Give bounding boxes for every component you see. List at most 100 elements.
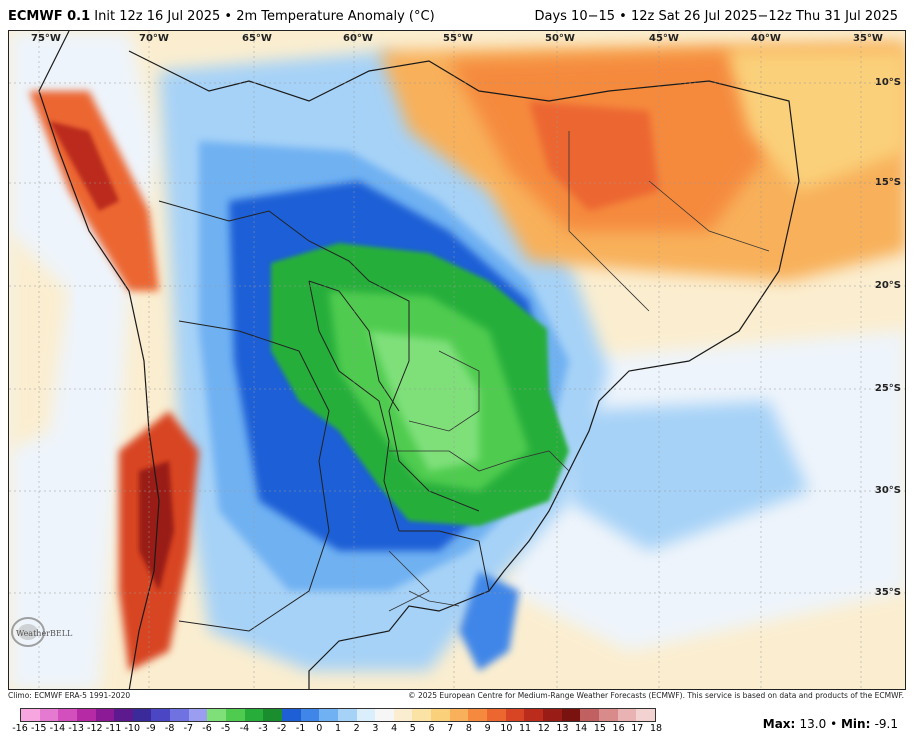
- lon-label-45w: 45°W: [649, 33, 679, 44]
- color-scale-tick: 9: [484, 723, 491, 734]
- color-scale: [20, 708, 656, 722]
- lon-label-65w: 65°W: [242, 33, 272, 44]
- lon-label-50w: 50°W: [545, 33, 575, 44]
- color-scale-tick: 11: [519, 723, 532, 734]
- lat-label-35s: 35°S: [874, 587, 901, 598]
- lon-label-75w: 75°W: [31, 33, 61, 44]
- color-swatch: [39, 709, 59, 721]
- max-label: Max: [762, 717, 791, 731]
- color-swatch: [21, 709, 40, 721]
- color-scale-tick: 17: [631, 723, 644, 734]
- color-swatch: [114, 709, 133, 721]
- color-scale-tick: -2: [277, 723, 287, 734]
- credits: Climo: ECMWF ERA-5 1991-2020 © 2025 Euro…: [0, 691, 914, 703]
- min-value: -9.1: [874, 717, 898, 731]
- color-scale-tick: -11: [105, 723, 122, 734]
- color-swatch: [375, 709, 394, 721]
- color-swatch: [207, 709, 227, 721]
- lon-label-35w: 35°W: [853, 33, 883, 44]
- color-swatch: [449, 709, 469, 721]
- lat-label-30s: 30°S: [874, 485, 901, 496]
- color-scale-tick: -8: [164, 723, 175, 734]
- color-swatch: [58, 709, 77, 721]
- field-name: 2m Temperature Anomaly (°C): [236, 9, 435, 24]
- color-swatch: [244, 709, 264, 721]
- color-scale-tick: -4: [239, 723, 250, 734]
- color-scale-tick: 18: [649, 723, 663, 734]
- lon-label-40w: 40°W: [751, 33, 781, 44]
- color-swatch: [226, 709, 245, 721]
- lat-label-15s: 15°S: [874, 177, 901, 188]
- init-time: Init 12z 16 Jul 2025: [94, 9, 221, 24]
- color-scale-tick: 5: [409, 723, 416, 734]
- lon-label-60w: 60°W: [343, 33, 373, 44]
- color-scale-tick: 14: [575, 723, 588, 734]
- map-graphic: [9, 31, 905, 689]
- anomaly-map: 75°W 70°W 65°W 60°W 55°W 50°W 45°W 40°W …: [8, 30, 906, 690]
- model-name: ECMWF 0.1: [8, 9, 91, 24]
- color-swatch: [170, 709, 189, 721]
- color-scale-tick: -7: [183, 723, 194, 734]
- lon-label-55w: 55°W: [443, 33, 473, 44]
- color-swatch: [580, 709, 599, 721]
- lat-label-20s: 20°S: [874, 280, 901, 291]
- valid-period: Days 10−15 • 12z Sat 26 Jul 2025−12z Thu…: [534, 9, 898, 24]
- color-scale-tick: 13: [556, 723, 569, 734]
- color-scale-tick: -9: [146, 723, 156, 734]
- color-scale-tick: 1: [334, 723, 342, 734]
- climo-note: Climo: ECMWF ERA-5 1991-2020: [8, 691, 131, 700]
- color-swatch: [95, 709, 115, 721]
- color-swatch: [393, 709, 413, 721]
- color-swatch: [561, 709, 581, 721]
- color-scale-tick: 15: [593, 723, 606, 734]
- color-swatch: [487, 709, 506, 721]
- color-scale-tick: -12: [87, 723, 103, 734]
- color-swatch: [151, 709, 171, 721]
- color-scale-tick: -6: [202, 723, 212, 734]
- lat-label-25s: 25°S: [874, 383, 901, 394]
- color-scale-tick: 16: [612, 723, 625, 734]
- color-scale-tick: -13: [68, 723, 84, 734]
- color-swatch: [188, 709, 208, 721]
- logo-text: WeatherBELL: [16, 629, 73, 638]
- color-swatch: [76, 709, 96, 721]
- color-scale-tick: 6: [428, 723, 435, 734]
- min-label: Min: [840, 717, 866, 731]
- max-value: 13.0: [799, 717, 827, 731]
- color-swatch: [132, 709, 152, 721]
- color-swatch: [524, 709, 543, 721]
- color-scale-labels: -16 -15 -14 -13 -12 -11 -10 -9 -8 -7 -6 -5 -4 -3 -2 -1 0…: [12, 723, 662, 737]
- color-swatch: [598, 709, 618, 721]
- color-swatch: [505, 709, 525, 721]
- color-scale-tick: -16: [12, 723, 28, 734]
- copyright-note: © 2025 European Centre for Medium-Range …: [408, 691, 904, 700]
- color-scale-tick: -10: [124, 723, 140, 734]
- color-swatch: [281, 709, 301, 721]
- color-scale-tick: 2: [353, 723, 360, 734]
- color-scale-tick: -5: [221, 723, 231, 734]
- color-swatch: [263, 709, 282, 721]
- color-scale-tick: -14: [49, 723, 66, 734]
- color-scale-tick: 3: [372, 723, 379, 734]
- max-min-readout: Max: 13.0 • Min: -9.1: [762, 717, 898, 731]
- color-swatch: [431, 709, 450, 721]
- color-scale-tick: 4: [391, 723, 398, 734]
- map-title: ECMWF 0.1 Init 12z 16 Jul 2025 • 2m Temp…: [8, 9, 435, 24]
- color-scale-tick: -1: [295, 723, 306, 734]
- lon-label-70w: 70°W: [139, 33, 169, 44]
- header: ECMWF 0.1 Init 12z 16 Jul 2025 • 2m Temp…: [0, 0, 914, 30]
- color-scale-tick: 8: [465, 723, 472, 734]
- color-swatch: [356, 709, 376, 721]
- color-scale-tick: 0: [316, 723, 323, 734]
- color-swatch: [337, 709, 357, 721]
- color-scale-tick: -15: [30, 723, 47, 734]
- color-swatch: [617, 709, 637, 721]
- color-scale-tick: -3: [258, 723, 268, 734]
- color-swatch: [542, 709, 562, 721]
- color-scale-tick: 7: [447, 723, 454, 734]
- color-swatch: [319, 709, 338, 721]
- color-swatch: [468, 709, 488, 721]
- color-scale-tick: 10: [500, 723, 513, 734]
- weatherbell-logo: WeatherBELL: [8, 612, 78, 652]
- color-swatch: [300, 709, 320, 721]
